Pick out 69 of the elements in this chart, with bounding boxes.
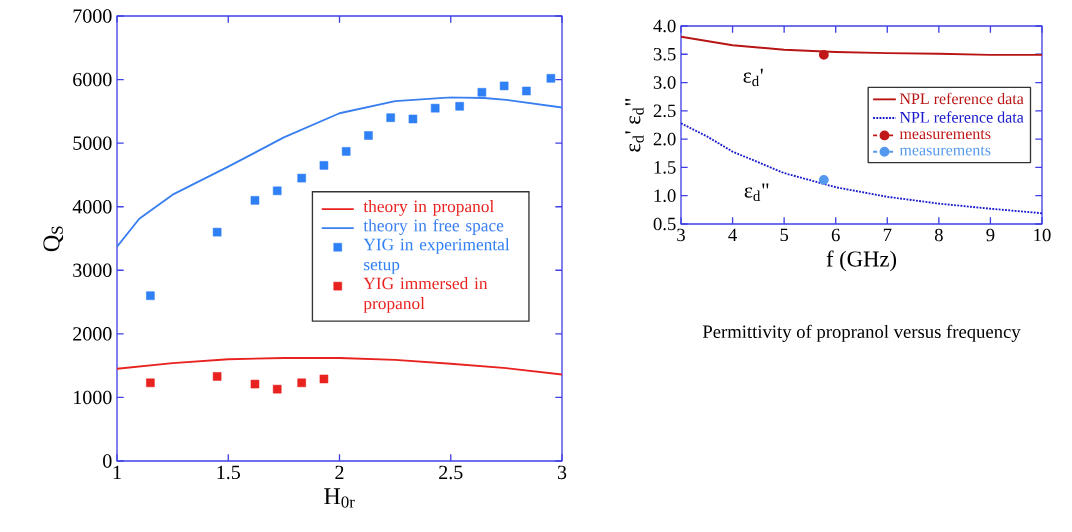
x-tick-label: 3 [677,228,685,242]
y-tick-label: 1.5 [654,161,676,174]
point [146,378,155,388]
x-tick-label: 2.5 [439,465,463,480]
text: Permittivity of propranol versus frequency [702,324,1021,342]
x-tick-label: 4 [728,228,737,241]
x-tick-label: 8 [934,228,943,242]
x-tick-label: 6 [831,228,840,242]
y-tick-label: 2.5 [653,104,676,118]
line-series [681,122,1042,215]
x-tick-label: 9 [986,228,995,242]
point [319,374,329,384]
point [297,173,306,183]
y-tick-label: 0 [103,454,112,468]
y-axis-title: ε$_{d}$' ε$_{d}$" [625,98,644,152]
point [455,102,464,111]
legend-label: theory in free space [363,219,504,235]
point [364,131,373,140]
y-axis-title: Q$_{S}$ [43,226,64,252]
y-tick-label: 3.5 [653,47,676,61]
legend-label: NPL reference data [899,111,1024,123]
legend-label: measurements [899,129,991,140]
point [499,81,509,91]
x-tick-label: 7 [883,228,892,241]
x-tick-label: 10 [1034,228,1051,242]
point [212,227,222,237]
y-tick-label: 2.0 [653,132,676,146]
point [272,186,282,196]
x-tick-label: 5 [780,228,789,242]
annotation: ε$_{d}$' [743,68,763,87]
legend-label: YIG in experimental setup [363,238,510,274]
line-series [681,35,1042,56]
line-series [117,357,562,376]
y-tick-label: 6000 [73,72,112,87]
y-tick-label: 1000 [74,390,112,405]
point [522,86,531,96]
x-tick-label: 2 [335,465,344,479]
legend-label: YIG immersed in propanol [363,277,488,313]
x-tick-label: 1.5 [217,465,240,480]
point [319,161,329,170]
y-tick-label: 2000 [73,327,112,341]
point [408,114,418,124]
y-tick-label: 4.0 [653,19,676,33]
legend-label: NPL reference data [899,92,1024,105]
point [250,379,260,389]
y-tick-label: 3.0 [653,76,676,89]
point [477,88,487,97]
point [272,384,282,394]
legend-label: theory in propanol [363,200,494,216]
y-tick-label: 4000 [72,199,112,214]
x-axis-title: f (GHz) [826,250,897,272]
y-tick-label: 1.0 [654,189,676,203]
x-tick-label: 1 [113,465,121,479]
point [546,74,556,83]
point [146,291,155,300]
legend-label: measurements [899,146,991,156]
point [297,378,306,388]
x-tick-label: 3 [557,465,567,480]
point [430,103,440,113]
y-tick-label: 5000 [73,136,112,150]
point [341,147,351,156]
y-tick-label: 0.5 [653,217,676,231]
y-tick-label: 7000 [73,9,112,23]
y-tick-label: 3000 [73,263,112,278]
point [386,113,395,122]
point [212,372,222,381]
point [250,196,260,205]
annotation: ε$_{d}$" [744,183,769,202]
x-axis-title: H$_{0r}$ [324,488,355,508]
